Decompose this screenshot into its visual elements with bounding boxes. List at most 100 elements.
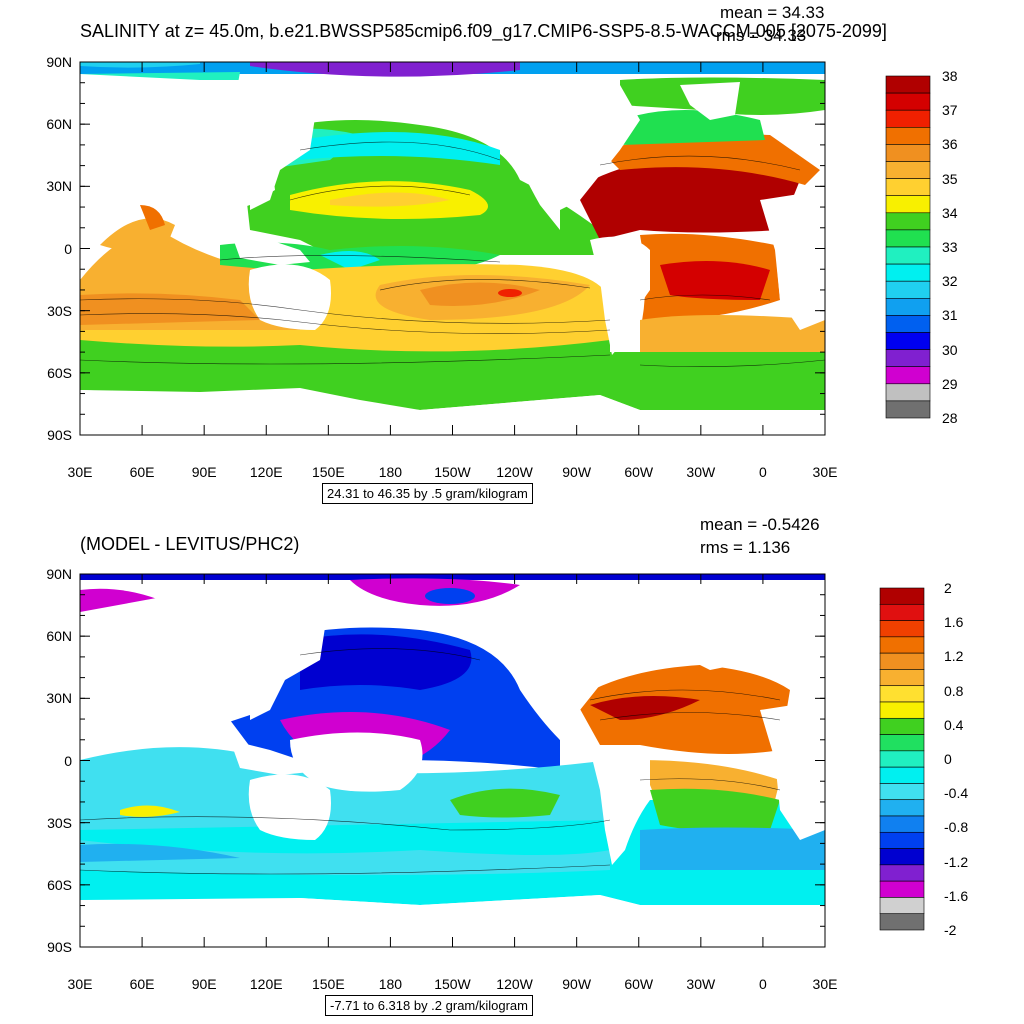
panel1-colorbar-label: 37 [942, 102, 958, 119]
panel2-lon-label: 120E [249, 976, 283, 992]
panel2-colorbar-label: -0.4 [944, 785, 969, 802]
panel2-lon-label: 30W [686, 976, 716, 992]
panel2-colorbar-box [879, 848, 925, 866]
panel1-lon-label: 60W [624, 464, 654, 480]
panel1-colorbar-box [885, 229, 931, 248]
panel1-colorbar-label: 29 [942, 375, 958, 392]
panel1-colorbar-box [885, 280, 931, 299]
panel1-lat-label: 30S [47, 302, 72, 319]
panel2-lon-label: 120W [496, 976, 533, 992]
panel2-rms: rms = 1.136 [700, 538, 791, 557]
panel1-colorbar-box [885, 195, 931, 214]
panel2-mean: mean = -0.5426 [700, 515, 820, 534]
panel1-lon-label: 30E [67, 464, 93, 480]
panel1-title: SALINITY at z= 45.0m, b.e21.BWSSP585cmip… [80, 21, 887, 41]
panel1-lon-label: 90E [191, 464, 217, 480]
panel2-colorbar-box [879, 864, 925, 882]
panel1-lon-label: 150E [311, 464, 345, 480]
panel1-footer: 24.31 to 46.35 by .5 gram/kilogram [322, 483, 533, 504]
panel1-lon-label: 180 [378, 464, 403, 480]
panel1-salinity-map [80, 62, 825, 435]
panel2-colorbar-box [879, 652, 925, 670]
panel2-lat-label: 30N [46, 690, 72, 707]
panel1-colorbar-box [885, 92, 931, 111]
panel2-colorbar-box [879, 669, 925, 687]
panel2-colorbar-box [879, 815, 925, 833]
panel2-colorbar-box [879, 766, 925, 784]
panel1-colorbar-box [885, 332, 931, 350]
panel1-lon-label: 90W [562, 464, 592, 480]
panel1-colorbar-label: 35 [942, 170, 958, 187]
panel2-lat-label: 30S [47, 814, 72, 831]
panel2-colorbar-label: 0.4 [944, 716, 964, 733]
panel2-colorbar-label: -1.2 [944, 853, 969, 870]
panel1-colorbar-label: 30 [942, 341, 958, 358]
panel2-colorbar-label: 1.6 [944, 614, 964, 631]
panel2-lat-label: 90N [46, 566, 72, 582]
panel2-colorbar-box [879, 636, 925, 654]
panel2-lon-label: 60W [624, 976, 654, 992]
panel1-colorbar-box [885, 366, 931, 385]
panel2-colorbar-label: 1.2 [944, 648, 964, 665]
panel1-colorbar-label: 31 [942, 307, 958, 324]
panel2-colorbar-label: -0.8 [944, 819, 969, 836]
panel1-lat-label: 0 [64, 240, 72, 257]
panel1-colorbar-box [885, 161, 931, 179]
panel1-colorbar-box [885, 144, 931, 162]
panel2-colorbar-box [879, 913, 925, 931]
panel1-colorbar-box [885, 109, 931, 128]
panel2-difference-map [80, 574, 825, 947]
panel1-colorbar-box [885, 263, 931, 282]
panel1-colorbar-box [885, 178, 931, 197]
panel2-colorbar-box [879, 783, 925, 801]
panel2-lon-label: 150W [434, 976, 471, 992]
panel1-mean: mean = 34.33 [720, 3, 825, 22]
panel1-rms: rms = 34.33 [716, 26, 807, 45]
panel2-colorbar-box [879, 717, 925, 735]
panel1-colorbar-box [885, 246, 931, 265]
panel2-lon-label: 30E [67, 976, 93, 992]
panel2-colorbar-box [879, 831, 925, 849]
panel1-colorbar-label: 33 [942, 239, 958, 255]
panel2-lon-label: 60E [129, 976, 155, 992]
panel1-colorbar-box [885, 297, 931, 316]
panel1-colorbar-box [885, 315, 931, 333]
panel1-lat-label: 90N [46, 54, 72, 70]
panel1-lon-label: 120E [249, 464, 283, 480]
panel2-lon-label: 90E [191, 976, 217, 992]
panel2-colorbar-box [879, 685, 925, 703]
panel1-lat-label: 30N [46, 178, 72, 195]
panel2-colorbar-label: 0 [944, 751, 952, 767]
panel2-lon-label: 0 [759, 976, 767, 992]
panel2-colorbar [879, 587, 925, 931]
panel1-colorbar-box [885, 75, 931, 94]
panel1-colorbar-label: 28 [942, 410, 958, 426]
panel2-colorbar-box [879, 750, 925, 768]
panel2-colorbar-box [879, 620, 925, 638]
panel1-lon-label: 30E [812, 464, 838, 480]
panel2-colorbar-box [879, 734, 925, 752]
panel2-lat-label: 90S [47, 939, 72, 955]
panel2-lat-label: 0 [64, 752, 72, 769]
panel1-colorbar-label: 36 [942, 136, 958, 153]
panel1-lon-label: 150W [434, 464, 471, 480]
panel1-lon-label: 60E [129, 464, 155, 480]
panel1-lat-label: 90S [47, 427, 72, 443]
panel2-colorbar-box [879, 880, 925, 898]
panel2-lat-label: 60N [46, 628, 72, 645]
panel1-colorbar-box [885, 127, 931, 145]
panel1-lat-label: 60S [47, 364, 72, 381]
panel2-lon-label: 30E [812, 976, 838, 992]
panel1-lat-label: 60N [46, 116, 72, 133]
panel2-colorbar-label: 0.8 [944, 682, 964, 699]
panel1-lon-label: 120W [496, 464, 533, 480]
panel2-title: (MODEL - LEVITUS/PHC2) [80, 534, 300, 554]
panel1-lon-label: 0 [759, 464, 767, 480]
panel2-colorbar-box [879, 897, 925, 915]
panel1-lon-label: 30W [686, 464, 716, 480]
panel1-colorbar-label: 32 [942, 273, 958, 290]
panel2-colorbar-label: -2 [944, 922, 957, 938]
panel1-colorbar-box [885, 349, 931, 368]
panel2-lon-label: 90W [562, 976, 592, 992]
